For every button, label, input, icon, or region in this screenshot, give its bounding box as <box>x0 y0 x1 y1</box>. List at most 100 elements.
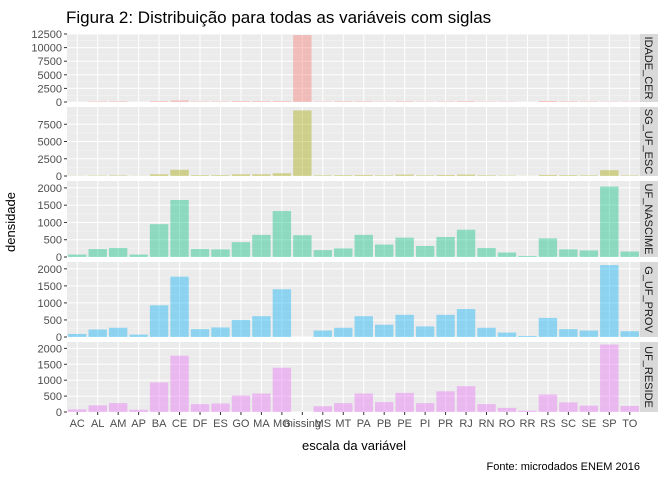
bar <box>88 329 107 337</box>
y-tick-label: 2000 <box>38 343 62 355</box>
bar <box>497 252 517 257</box>
bar <box>293 35 312 103</box>
y-tick-label: 7500 <box>38 56 62 68</box>
bar <box>436 236 455 257</box>
bar <box>149 101 169 102</box>
bar <box>211 327 230 337</box>
bar <box>436 391 455 412</box>
y-tick-label: 7500 <box>38 119 62 131</box>
x-tick-label: MT <box>335 418 351 430</box>
bar <box>149 305 169 337</box>
y-tick-label: 1000 <box>38 375 62 387</box>
x-tick-label: MA <box>253 418 270 430</box>
bar <box>354 234 373 257</box>
bar <box>334 403 353 412</box>
bar <box>149 174 169 176</box>
bar <box>579 175 599 176</box>
y-tick-label: 1500 <box>38 359 62 371</box>
bar <box>354 174 373 176</box>
x-tick-label: AC <box>70 418 85 430</box>
facet-strip-label: G_UF_PROV <box>642 266 654 333</box>
bar <box>108 101 128 102</box>
x-tick-label: ES <box>213 418 228 430</box>
chart-caption: Fonte: microdados ENEM 2016 <box>487 461 640 473</box>
bar <box>149 382 169 412</box>
y-tick-label: 1000 <box>38 217 62 229</box>
x-tick-label: AP <box>131 418 146 430</box>
bar <box>559 101 578 102</box>
bar <box>559 175 578 176</box>
bar <box>272 289 292 337</box>
y-tick-label: 12500 <box>31 29 62 41</box>
bar <box>436 314 455 337</box>
bar <box>149 224 169 257</box>
bar <box>88 249 107 257</box>
bar <box>395 101 414 102</box>
bar <box>456 386 476 412</box>
x-tick-label: RN <box>479 418 495 430</box>
x-tick-label: RJ <box>459 418 472 430</box>
bar <box>334 327 353 337</box>
facet-strip <box>640 34 658 102</box>
bar <box>354 393 373 412</box>
bar <box>129 334 148 337</box>
bar <box>415 175 435 176</box>
bar <box>374 244 394 257</box>
bar <box>395 237 414 257</box>
bar <box>334 248 353 257</box>
x-tick-label: PE <box>397 418 412 430</box>
bar <box>395 314 414 337</box>
x-tick-label: RO <box>499 418 516 430</box>
facet-strip-label: UF_RESIDE <box>642 346 654 408</box>
bar <box>211 175 230 176</box>
bar <box>538 174 558 176</box>
bar <box>293 235 312 257</box>
bar <box>190 404 210 412</box>
bar <box>272 173 292 176</box>
facet-strip <box>640 181 658 257</box>
bar <box>579 330 599 337</box>
y-tick-label: 500 <box>44 235 62 247</box>
y-tick-label: 5000 <box>38 70 62 82</box>
bar <box>559 329 578 337</box>
x-tick-label: PI <box>420 418 430 430</box>
facet-strip <box>640 107 658 176</box>
bar <box>231 319 251 337</box>
bar <box>579 405 599 412</box>
bar <box>129 254 148 257</box>
y-tick-label: 2500 <box>38 83 62 95</box>
bar <box>518 335 537 337</box>
x-tick-label: DF <box>193 418 208 430</box>
x-tick-label: GO <box>232 418 250 430</box>
y-tick-label: 1500 <box>38 281 62 293</box>
facet-strip-label: UF_NASCIME <box>642 184 654 255</box>
bar <box>415 326 435 337</box>
bar <box>477 327 496 337</box>
bar <box>559 249 578 257</box>
bar <box>108 248 128 257</box>
y-tick-label: 2000 <box>38 264 62 276</box>
panel-background <box>67 262 640 337</box>
bar <box>395 392 414 412</box>
bar <box>620 331 639 337</box>
x-tick-label: AL <box>91 418 104 430</box>
bar <box>170 100 189 102</box>
bar <box>170 355 189 412</box>
x-tick-label: SC <box>561 418 576 430</box>
bar <box>620 175 639 176</box>
bar <box>252 174 271 176</box>
bar <box>497 407 517 412</box>
y-tick-label: 1000 <box>38 298 62 310</box>
bar <box>559 402 578 412</box>
bar <box>374 324 394 337</box>
bar <box>68 409 87 412</box>
bar <box>272 211 292 257</box>
bar <box>415 403 435 412</box>
bar <box>170 200 189 257</box>
bar <box>579 250 599 257</box>
bar <box>88 405 107 412</box>
bar <box>313 330 333 337</box>
y-tick-label: 5000 <box>38 137 62 149</box>
bar <box>170 276 189 337</box>
